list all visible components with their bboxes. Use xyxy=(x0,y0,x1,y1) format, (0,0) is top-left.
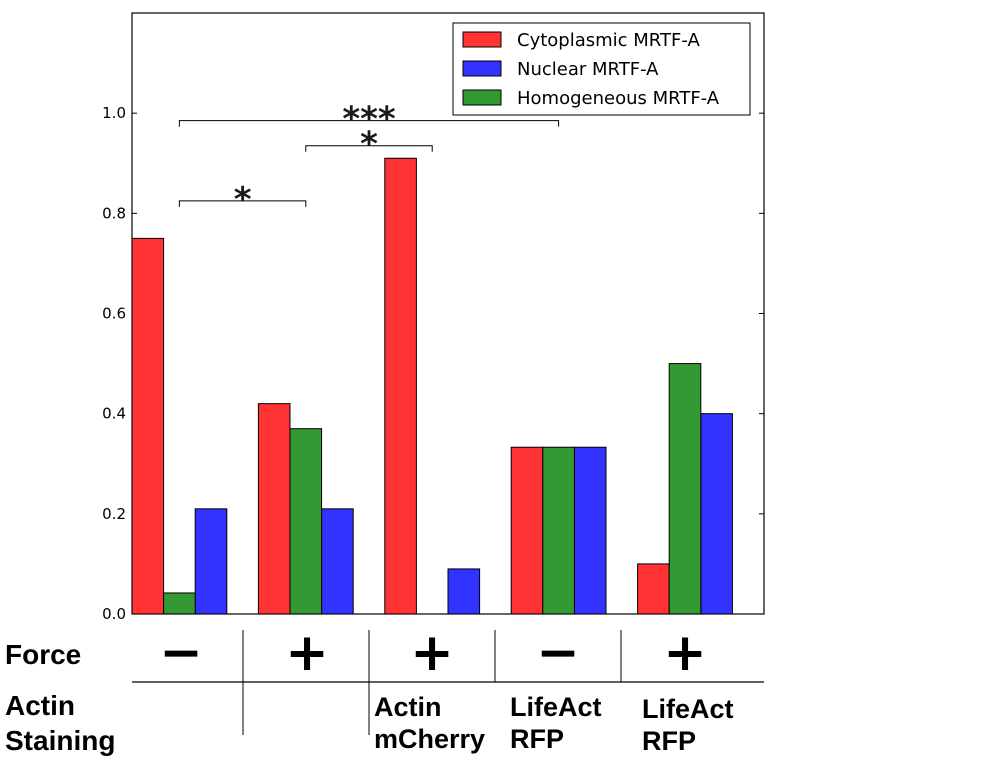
bar-cytoplasmic-mrtf-a-2 xyxy=(384,157,417,615)
bar-nuclear-mrtf-a-2 xyxy=(447,568,481,615)
staining-label: LifeAct xyxy=(642,694,734,724)
bar-homogeneous-mrtf-a-3 xyxy=(542,446,575,615)
bar-cytoplasmic-mrtf-a-3 xyxy=(510,446,544,615)
y-tick-label: 1.0 xyxy=(102,104,126,122)
y-tick-label: 0.2 xyxy=(102,505,126,523)
significance-bracket xyxy=(178,120,560,127)
force-sign: − xyxy=(159,623,203,683)
legend-box xyxy=(452,22,751,116)
y-tick-label: 0.6 xyxy=(102,305,126,323)
bar-cytoplasmic-mrtf-a-1 xyxy=(257,403,291,615)
condition-table: Force Actin Staining − + + − +ActinmCherryLi… xyxy=(5,623,764,756)
bar-homogeneous-mrtf-a-1 xyxy=(289,428,323,615)
legend-swatch xyxy=(462,60,502,77)
force-sign: + xyxy=(410,623,454,683)
significance-annotations: ***** xyxy=(178,100,560,220)
significance-bracket xyxy=(178,200,307,207)
bar-homogeneous-mrtf-a-0 xyxy=(163,592,196,615)
staining-label: RFP xyxy=(510,724,564,754)
legend-swatch xyxy=(462,89,502,106)
bar-cytoplasmic-mrtf-a-4 xyxy=(637,563,670,615)
staining-label: LifeAct xyxy=(510,692,602,722)
bar-nuclear-mrtf-a-0 xyxy=(194,508,228,615)
legend: Cytoplasmic MRTF-A Nuclear MRTF-A Homogene… xyxy=(452,22,751,116)
significance-label: *** xyxy=(342,100,396,140)
staining-row-label-line1: Actin xyxy=(5,690,75,721)
staining-row-label-line2: Staining xyxy=(5,725,115,756)
staining-label: RFP xyxy=(642,726,696,756)
y-tick-label: 0.0 xyxy=(102,605,126,623)
staining-label: Actin xyxy=(374,692,442,722)
legend-entry-label: Nuclear MRTF-A xyxy=(517,59,659,80)
legend-entry-label: Homogeneous MRTF-A xyxy=(517,88,720,109)
significance-bracket xyxy=(305,145,433,152)
y-tick-label: 0.4 xyxy=(102,405,126,423)
bar-cytoplasmic-mrtf-a-0 xyxy=(131,237,165,615)
bar-homogeneous-mrtf-a-4 xyxy=(668,363,702,615)
staining-label: mCherry xyxy=(374,724,485,754)
legend-swatch xyxy=(462,31,502,48)
bar-nuclear-mrtf-a-4 xyxy=(700,413,733,615)
significance-label: * xyxy=(234,180,252,220)
bar-nuclear-mrtf-a-1 xyxy=(321,508,354,615)
force-sign: + xyxy=(285,623,329,683)
force-sign: − xyxy=(536,623,580,683)
force-row-label: Force xyxy=(5,639,81,670)
force-sign: + xyxy=(663,623,707,683)
legend-entry-label: Cytoplasmic MRTF-A xyxy=(517,30,700,51)
y-tick-label: 0.8 xyxy=(102,204,126,222)
bars xyxy=(131,157,733,615)
bar-nuclear-mrtf-a-3 xyxy=(573,446,607,615)
significance-label: * xyxy=(360,125,378,165)
